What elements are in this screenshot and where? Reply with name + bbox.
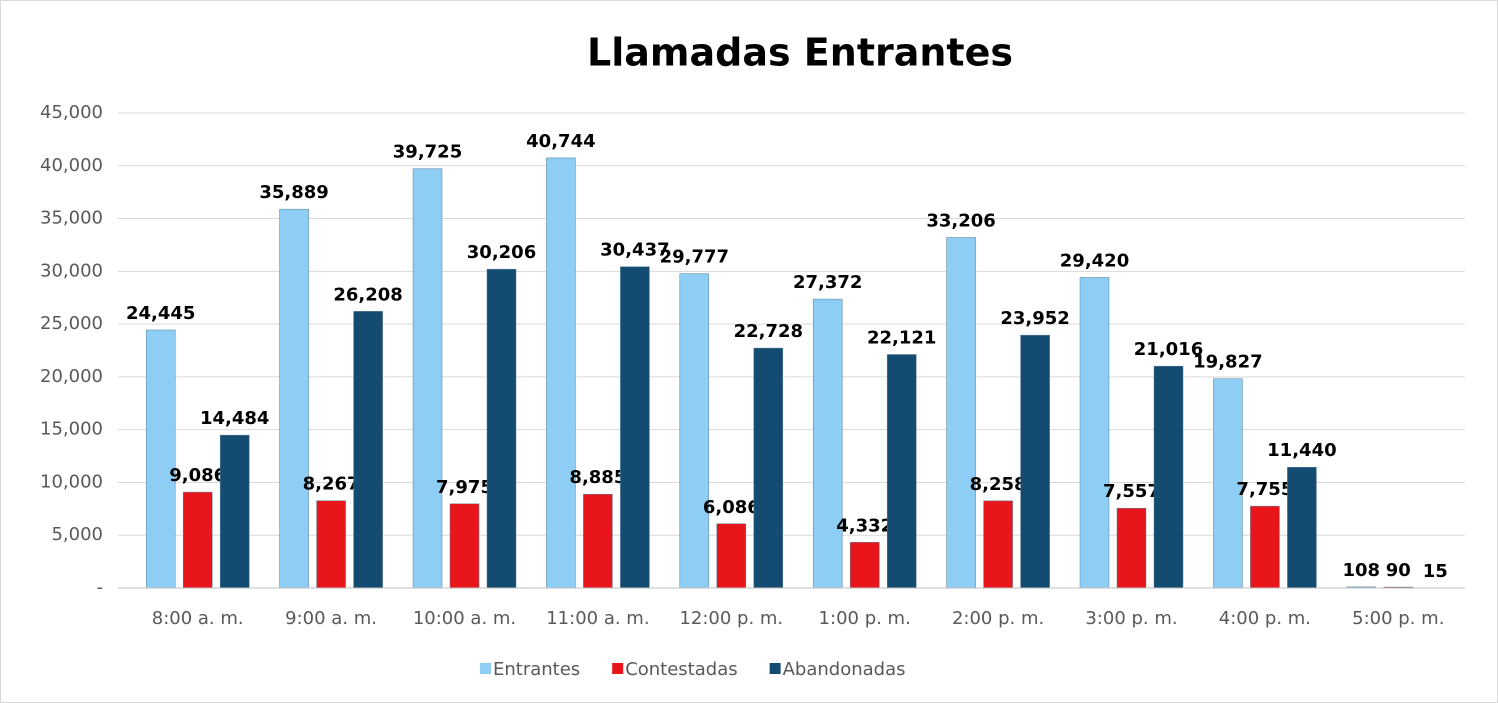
bar [353, 311, 383, 589]
y-tick-label: 30,000 [40, 260, 103, 281]
bar [316, 500, 346, 589]
y-tick-label: 35,000 [40, 208, 103, 229]
x-tick-label: 11:00 a. m. [546, 608, 649, 629]
data-label: 4,332 [836, 515, 893, 536]
data-label: 39,725 [393, 142, 462, 163]
bar [983, 500, 1013, 589]
bar [486, 268, 517, 589]
data-label: 33,206 [926, 210, 995, 231]
legend-label: Abandonadas [783, 659, 906, 680]
data-label: 11,440 [1267, 440, 1336, 461]
y-tick-label: 10,000 [40, 471, 103, 492]
bar [412, 168, 443, 589]
data-label: 22,728 [734, 321, 803, 342]
data-label: 7,557 [1103, 481, 1160, 502]
legend-label: Entrantes [493, 659, 580, 680]
legend-swatch [769, 663, 781, 674]
data-label: 8,885 [569, 467, 626, 488]
data-label: 22,121 [867, 328, 936, 349]
bar [279, 208, 309, 589]
data-label: 27,372 [793, 272, 862, 293]
bar [583, 493, 613, 589]
bar [620, 266, 650, 589]
bar [449, 503, 480, 589]
chart-title: Llamadas Entrantes [587, 31, 1013, 75]
bar [219, 434, 250, 589]
data-label: 29,777 [660, 247, 729, 268]
y-tick-label: 25,000 [40, 313, 103, 334]
bar [145, 329, 176, 589]
data-label: 19,827 [1193, 352, 1262, 373]
data-label: 6,086 [703, 497, 760, 518]
data-label: 7,755 [1236, 479, 1293, 500]
data-label: 8,267 [303, 474, 360, 495]
bar [1116, 507, 1147, 589]
data-label: 90 [1386, 560, 1411, 581]
data-label: 21,016 [1134, 339, 1203, 360]
bar [546, 157, 576, 589]
y-tick-label: 15,000 [40, 419, 103, 440]
y-tick-label: 40,000 [40, 155, 103, 176]
x-tick-label: 8:00 a. m. [152, 608, 244, 629]
data-label: 30,437 [600, 240, 669, 261]
bar [1287, 466, 1317, 589]
legend-label: Contestadas [625, 659, 737, 680]
x-tick-label: 1:00 p. m. [819, 608, 911, 629]
data-label: 7,975 [436, 477, 493, 498]
bar [753, 347, 784, 589]
x-tick-label: 12:00 p. m. [679, 608, 783, 629]
bar [182, 491, 213, 589]
data-label: 29,420 [1060, 250, 1129, 271]
legend-swatch [612, 663, 624, 674]
data-label: 8,258 [970, 474, 1027, 495]
bar [1020, 334, 1050, 589]
y-tick-label: 20,000 [40, 366, 103, 387]
x-tick-label: 5:00 p. m. [1352, 608, 1444, 629]
data-label: 26,208 [333, 284, 402, 305]
bar [812, 298, 843, 589]
bar [679, 273, 710, 589]
x-tick-label: 9:00 a. m. [285, 608, 377, 629]
data-label: 40,744 [526, 131, 595, 152]
x-tick-label: 10:00 a. m. [413, 608, 516, 629]
bar [886, 354, 917, 589]
data-label: 23,952 [1000, 308, 1069, 329]
x-tick-label: 4:00 p. m. [1219, 608, 1311, 629]
bar [1079, 277, 1110, 589]
x-tick-label: 2:00 p. m. [952, 608, 1044, 629]
y-tick-label: 5,000 [51, 524, 103, 545]
y-tick-label: - [97, 577, 104, 598]
data-label: 15 [1423, 561, 1448, 582]
legend-swatch [480, 663, 491, 674]
bar [1153, 365, 1184, 589]
data-label: 24,445 [126, 303, 195, 324]
data-label: 108 [1343, 560, 1381, 581]
y-tick-label: 45,000 [40, 102, 103, 123]
bar [716, 523, 747, 589]
x-tick-label: 3:00 p. m. [1085, 608, 1177, 629]
bar [946, 237, 976, 589]
bar [849, 542, 880, 589]
data-label: 9,086 [169, 465, 226, 486]
data-label: 35,889 [259, 182, 328, 203]
data-label: 30,206 [467, 242, 536, 263]
bar [1250, 505, 1280, 589]
data-label: 14,484 [200, 408, 269, 429]
